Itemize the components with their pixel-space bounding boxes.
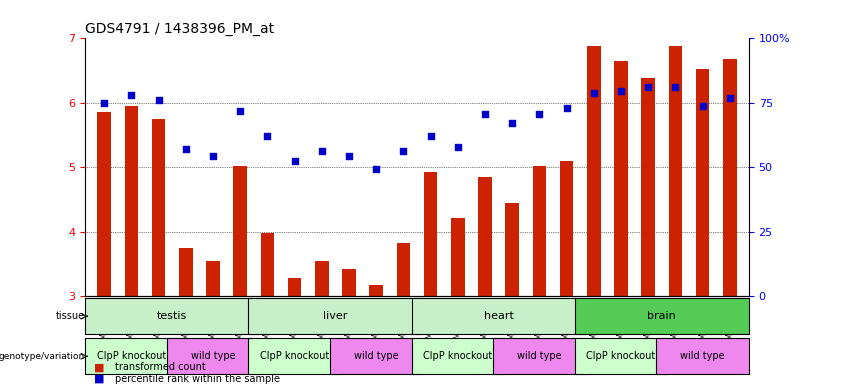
FancyBboxPatch shape xyxy=(656,338,749,374)
Point xyxy=(342,152,356,159)
Text: brain: brain xyxy=(648,311,677,321)
Bar xyxy=(696,70,710,296)
Point xyxy=(478,111,492,118)
Text: tissue: tissue xyxy=(55,311,84,321)
Text: testis: testis xyxy=(157,311,187,321)
Bar xyxy=(560,161,574,296)
Bar xyxy=(233,166,247,296)
Bar xyxy=(424,172,437,296)
Point xyxy=(206,152,220,159)
Bar xyxy=(614,61,628,296)
Point xyxy=(260,133,274,139)
Bar xyxy=(478,177,492,296)
Bar xyxy=(260,233,274,296)
FancyBboxPatch shape xyxy=(494,338,585,374)
Text: GDS4791 / 1438396_PM_at: GDS4791 / 1438396_PM_at xyxy=(85,22,274,36)
FancyBboxPatch shape xyxy=(574,298,749,334)
Point xyxy=(587,90,601,96)
Bar xyxy=(397,243,410,296)
Text: ■: ■ xyxy=(94,362,104,372)
Bar xyxy=(533,166,546,296)
Point xyxy=(696,103,710,109)
Text: ClpP knockout: ClpP knockout xyxy=(423,351,493,361)
Point xyxy=(124,92,138,98)
Text: ■: ■ xyxy=(94,374,104,384)
Text: heart: heart xyxy=(483,311,513,321)
FancyBboxPatch shape xyxy=(248,298,422,334)
Bar xyxy=(206,261,220,296)
Bar xyxy=(642,78,655,296)
Text: ClpP knockout: ClpP knockout xyxy=(260,351,329,361)
Point xyxy=(97,100,111,106)
FancyBboxPatch shape xyxy=(167,338,260,374)
Text: wild type: wild type xyxy=(354,351,398,361)
FancyBboxPatch shape xyxy=(574,338,667,374)
Point xyxy=(723,94,737,101)
Bar xyxy=(342,269,356,296)
Point xyxy=(424,133,437,139)
FancyBboxPatch shape xyxy=(412,338,504,374)
Text: wild type: wild type xyxy=(517,351,562,361)
Point xyxy=(533,111,546,118)
Text: genotype/variation: genotype/variation xyxy=(0,352,84,361)
Point xyxy=(451,144,465,150)
Bar xyxy=(124,106,138,296)
Bar xyxy=(179,248,192,296)
Bar xyxy=(587,46,601,296)
Bar xyxy=(97,113,111,296)
Bar xyxy=(369,285,383,296)
FancyBboxPatch shape xyxy=(248,338,340,374)
FancyBboxPatch shape xyxy=(85,298,260,334)
Point xyxy=(614,88,628,94)
FancyBboxPatch shape xyxy=(330,338,422,374)
Text: percentile rank within the sample: percentile rank within the sample xyxy=(115,374,280,384)
Point xyxy=(369,166,383,172)
Point xyxy=(397,148,410,154)
Text: ClpP knockout: ClpP knockout xyxy=(97,351,166,361)
Point xyxy=(315,148,328,154)
Bar xyxy=(451,217,465,296)
Text: liver: liver xyxy=(323,311,347,321)
Text: wild type: wild type xyxy=(680,351,725,361)
Point xyxy=(560,105,574,111)
Point xyxy=(288,158,301,164)
Point xyxy=(151,96,165,103)
FancyBboxPatch shape xyxy=(412,298,585,334)
Text: wild type: wild type xyxy=(191,351,235,361)
Text: transformed count: transformed count xyxy=(115,362,206,372)
Point xyxy=(505,120,519,126)
Point xyxy=(179,146,192,152)
Bar xyxy=(315,261,328,296)
Bar xyxy=(151,119,165,296)
FancyBboxPatch shape xyxy=(85,338,178,374)
Point xyxy=(669,84,683,90)
Bar xyxy=(288,278,301,296)
Bar xyxy=(723,59,737,296)
Bar xyxy=(669,46,683,296)
Point xyxy=(642,84,655,90)
Text: ClpP knockout: ClpP knockout xyxy=(586,351,655,361)
Bar xyxy=(505,203,519,296)
Point xyxy=(233,108,247,114)
